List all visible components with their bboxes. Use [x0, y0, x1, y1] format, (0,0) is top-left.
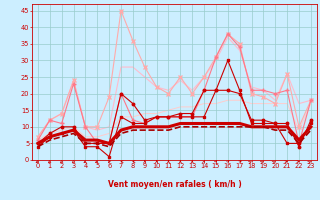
X-axis label: Vent moyen/en rafales ( km/h ): Vent moyen/en rafales ( km/h )	[108, 180, 241, 189]
